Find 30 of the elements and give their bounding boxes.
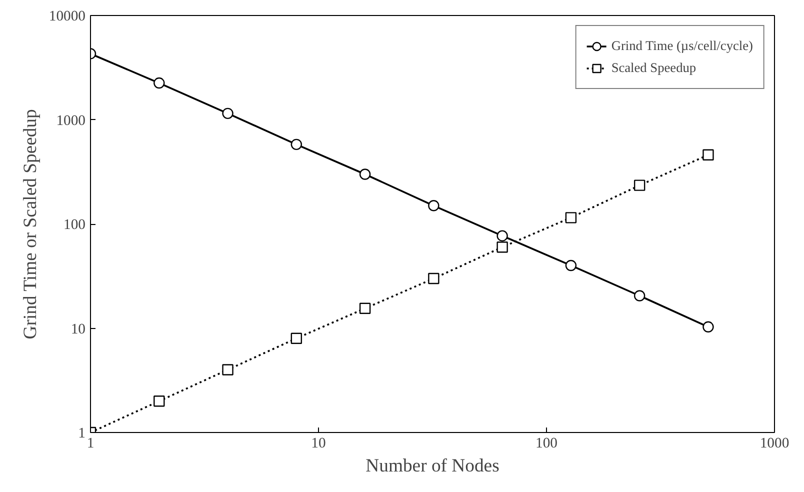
x-tick-label: 10 — [311, 436, 326, 452]
point — [565, 212, 577, 224]
y-tick-label: 10 — [70, 321, 86, 338]
y-axis-title: Grind Time or Scaled Speedup — [20, 109, 41, 340]
x-axis-title: Number of Nodes — [366, 456, 500, 476]
y-tick-label: 1 — [78, 426, 86, 442]
point — [634, 180, 646, 191]
point — [154, 396, 165, 407]
point — [290, 138, 302, 150]
point — [222, 364, 234, 376]
point — [702, 149, 714, 161]
point — [154, 77, 165, 89]
point — [565, 260, 577, 272]
y-tick-label: 10000 — [48, 8, 86, 24]
legend-label: Scaled Speedup — [611, 60, 696, 76]
point — [290, 332, 302, 344]
point — [428, 200, 440, 212]
point — [359, 168, 371, 180]
y-tick-label: 100 — [64, 217, 86, 233]
x-tick-label: 100 — [536, 436, 558, 452]
point — [428, 272, 440, 284]
point — [222, 108, 234, 120]
legend-label: Grind Time (µs/cell/cycle) — [611, 38, 753, 54]
y-tick-label: 1000 — [56, 112, 86, 129]
point — [359, 302, 371, 314]
x-tick-label: 1000 — [760, 436, 790, 452]
point — [634, 290, 646, 302]
point — [496, 230, 508, 242]
point — [702, 321, 714, 332]
point — [496, 242, 508, 253]
